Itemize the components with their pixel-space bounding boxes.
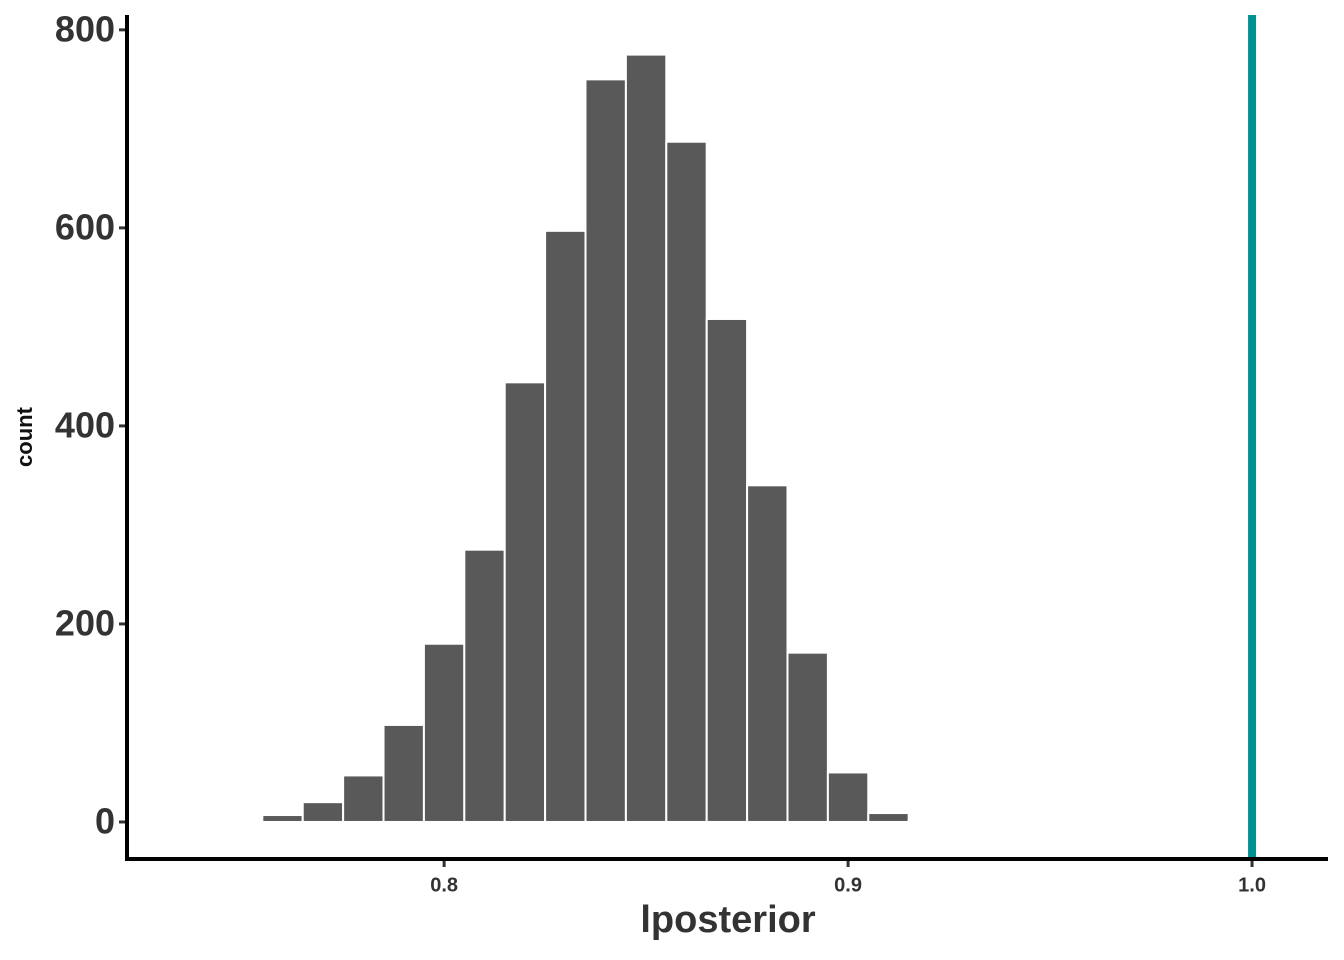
y-tick-label: 400	[55, 404, 115, 445]
bar	[705, 317, 749, 823]
x-tick-label: 0.8	[430, 874, 458, 896]
y-tick-label: 800	[55, 8, 115, 49]
y-axis-title: count	[12, 406, 37, 467]
bar	[463, 548, 506, 823]
bar	[544, 229, 587, 823]
bar	[220, 818, 264, 823]
bar	[624, 53, 668, 823]
x-tick-label: 1.0	[1238, 874, 1266, 896]
bar	[665, 140, 708, 823]
y-tick-label: 0	[95, 800, 115, 841]
y-tick-label: 600	[55, 206, 115, 247]
bar	[422, 642, 466, 823]
bar	[382, 723, 425, 823]
y-tick-label: 200	[55, 602, 115, 643]
bar	[342, 774, 385, 823]
bar	[301, 801, 345, 823]
bar	[746, 484, 789, 823]
x-axis-title: lposterior	[640, 899, 815, 941]
bar	[584, 78, 627, 823]
x-tick-label: 0.9	[834, 874, 862, 896]
bar	[503, 381, 547, 823]
bar	[261, 814, 304, 823]
bar	[907, 818, 951, 823]
bar	[826, 771, 870, 823]
bar	[786, 651, 829, 823]
bar	[867, 812, 910, 823]
